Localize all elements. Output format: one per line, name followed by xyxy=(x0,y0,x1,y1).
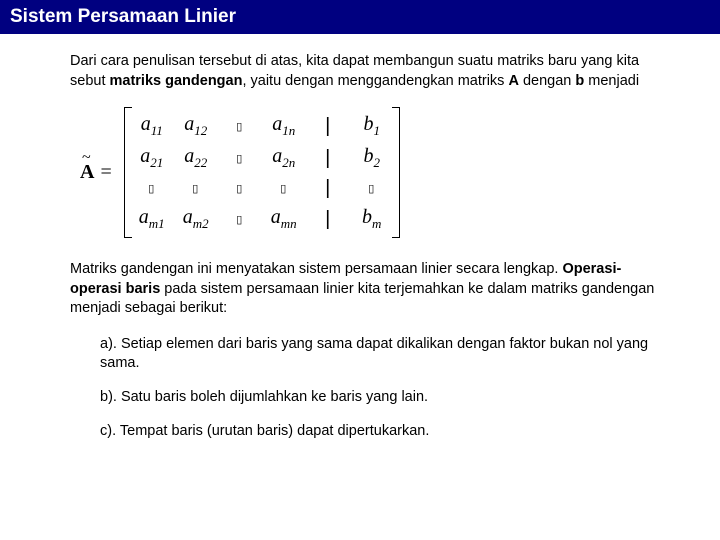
matrix-body: a11 a12 ▯ a1n | b1 a21 a22 ▯ a2n | b2 ▯ ▯ ▯ ▯ | ▯ am1 am2 ▯ a… xyxy=(132,107,392,238)
para2-t1: Matriks gandengan ini menyatakan sistem … xyxy=(70,261,562,277)
explain-paragraph: Matriks gandengan ini menyatakan sistem … xyxy=(70,260,660,319)
tilde-icon: ~ xyxy=(82,149,91,167)
rules-list: a). Setiap elemen dari baris yang sama d… xyxy=(70,335,660,441)
matrix-cell: ▯ xyxy=(226,120,254,133)
matrix-symbol: ~ A xyxy=(80,161,94,184)
bracket-right-icon xyxy=(392,107,400,238)
matrix-cell: | xyxy=(314,177,342,200)
matrix-cell: a22 xyxy=(182,145,210,171)
matrix-cell: a1n xyxy=(270,113,298,139)
matrix-cell: ▯ xyxy=(138,182,166,195)
matrix-cell: | xyxy=(314,208,342,231)
matrix-cell: | xyxy=(314,147,342,170)
slide-title: Sistem Persamaan Linier xyxy=(10,6,236,27)
matrix-cell: b2 xyxy=(358,145,386,171)
matrix-cell: ▯ xyxy=(182,182,210,195)
matrix-cell: amn xyxy=(270,206,298,232)
matrix-cell: a2n xyxy=(270,145,298,171)
matrix-brackets: a11 a12 ▯ a1n | b1 a21 a22 ▯ a2n | b2 ▯ ▯ ▯ ▯ | ▯ am1 am2 ▯ a… xyxy=(124,107,400,238)
para1-b2: A xyxy=(508,73,518,89)
matrix-cell: bm xyxy=(358,206,386,232)
matrix-cell: am1 xyxy=(138,206,166,232)
matrix-cell: ▯ xyxy=(358,182,386,195)
matrix-cell: ▯ xyxy=(226,152,254,165)
intro-paragraph: Dari cara penulisan tersebut di atas, ki… xyxy=(70,52,660,91)
matrix-cell: am2 xyxy=(182,206,210,232)
matrix-cell: ▯ xyxy=(226,182,254,195)
para1-t4: menjadi xyxy=(584,73,639,89)
para1-t2: , yaitu dengan menggandengkan matriks xyxy=(242,73,508,89)
matrix-lhs: ~ A = xyxy=(80,161,118,184)
slide-header: Sistem Persamaan Linier xyxy=(0,0,720,34)
matrix-cell: a21 xyxy=(138,145,166,171)
augmented-matrix: ~ A = a11 a12 ▯ a1n | b1 a21 a22 ▯ a2n | b2 ▯ ▯ ▯ ▯ | ▯ am… xyxy=(80,107,660,238)
para1-b1: matriks gandengan xyxy=(110,73,243,89)
rule-c: c). Tempat baris (urutan baris) dapat di… xyxy=(100,422,660,442)
slide-content: Dari cara penulisan tersebut di atas, ki… xyxy=(0,34,720,441)
para1-b3: b xyxy=(575,73,584,89)
matrix-cell: b1 xyxy=(358,113,386,139)
matrix-cell: ▯ xyxy=(226,213,254,226)
matrix-cell: | xyxy=(314,115,342,138)
matrix-cell: a11 xyxy=(138,113,166,139)
rule-a: a). Setiap elemen dari baris yang sama d… xyxy=(100,335,660,374)
para1-t3: dengan xyxy=(519,73,575,89)
equals-sign: = xyxy=(100,161,111,184)
rule-b: b). Satu baris boleh dijumlahkan ke bari… xyxy=(100,388,660,408)
matrix-cell: ▯ xyxy=(270,182,298,195)
matrix-cell: a12 xyxy=(182,113,210,139)
bracket-left-icon xyxy=(124,107,132,238)
